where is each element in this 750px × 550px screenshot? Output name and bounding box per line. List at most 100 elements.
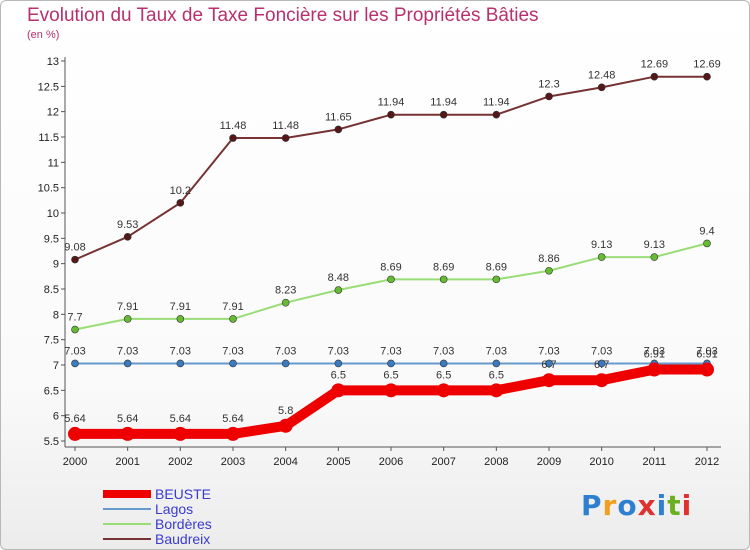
y-tick-label: 8 xyxy=(53,309,59,321)
logo-letter: r xyxy=(602,489,618,522)
y-tick-label: 7.5 xyxy=(44,335,59,347)
data-label: 11.48 xyxy=(220,120,247,132)
x-tick-label: 2007 xyxy=(431,456,455,468)
y-tick-label: 9 xyxy=(53,259,59,271)
y-tick-label: 6 xyxy=(53,411,59,423)
data-point xyxy=(334,125,343,134)
data-label: 12.69 xyxy=(693,59,721,71)
legend-label: Baudreix xyxy=(155,531,210,547)
data-point xyxy=(176,359,185,368)
data-label: 7.03 xyxy=(380,345,401,357)
data-label: 5.64 xyxy=(222,413,243,425)
data-label: 7.91 xyxy=(170,301,191,313)
x-tick-label: 2012 xyxy=(695,456,719,468)
data-label: 8.69 xyxy=(433,261,454,273)
data-point xyxy=(334,286,343,294)
proxiti-logo: Proxiti xyxy=(581,489,692,522)
data-label: 5.8 xyxy=(278,405,293,417)
data-point xyxy=(120,426,135,441)
data-label: 9.08 xyxy=(64,242,85,254)
data-point xyxy=(331,383,346,398)
data-label: 7.7 xyxy=(67,312,82,324)
data-point xyxy=(439,359,448,368)
data-label: 8.48 xyxy=(328,272,349,284)
data-label: 7.03 xyxy=(170,345,191,357)
data-point xyxy=(597,359,606,368)
data-label: 6.5 xyxy=(436,369,451,381)
data-label: 7.03 xyxy=(275,345,296,357)
data-point xyxy=(281,298,290,307)
data-point xyxy=(68,426,82,441)
data-point xyxy=(123,315,132,323)
data-point xyxy=(650,253,659,261)
data-point xyxy=(436,383,451,398)
legend-label: Lagos xyxy=(155,501,193,517)
legend-label: BEUSTE xyxy=(155,486,211,502)
logo-letter: i xyxy=(681,489,693,522)
data-point xyxy=(545,359,553,368)
data-point xyxy=(703,72,711,81)
data-label: 6.5 xyxy=(331,369,346,381)
data-label: 6.91 xyxy=(644,349,665,361)
data-label: 6.7 xyxy=(541,359,556,371)
logo-letter: o xyxy=(617,489,638,522)
x-tick-label: 2004 xyxy=(273,456,297,468)
data-point xyxy=(281,134,290,142)
data-label: 8.69 xyxy=(380,261,401,273)
chart-subtitle: (en %) xyxy=(27,29,60,41)
y-tick-label: 5.5 xyxy=(44,436,59,448)
series-line-bordères xyxy=(74,242,708,331)
data-point xyxy=(229,134,237,142)
data-point xyxy=(650,72,659,81)
data-label: 6.91 xyxy=(696,349,717,361)
data-label: 12.48 xyxy=(588,69,616,81)
logo-letter: i xyxy=(656,489,668,522)
y-tick-label: 8.5 xyxy=(44,284,59,296)
data-point xyxy=(542,373,556,388)
data-label: 8.23 xyxy=(275,285,296,297)
data-point xyxy=(387,359,395,368)
data-label: 12.69 xyxy=(641,59,669,71)
data-label: 7.03 xyxy=(64,345,85,357)
data-point xyxy=(492,110,501,119)
logo-letter: P xyxy=(581,489,603,522)
data-label: 11.65 xyxy=(325,111,352,123)
data-point xyxy=(123,359,132,368)
data-point xyxy=(281,359,290,368)
data-label: 9.13 xyxy=(644,239,665,251)
data-label: 9.53 xyxy=(117,219,138,231)
data-point xyxy=(492,275,501,284)
data-point xyxy=(545,266,553,275)
x-tick-label: 2010 xyxy=(589,456,613,468)
y-tick-label: 10 xyxy=(47,208,59,220)
data-label: 7.03 xyxy=(591,345,612,357)
data-point xyxy=(439,275,448,284)
x-tick-label: 2008 xyxy=(484,456,508,468)
data-point xyxy=(176,199,185,207)
data-point xyxy=(278,418,293,433)
data-label: 7.91 xyxy=(117,301,138,313)
y-tick-label: 11.5 xyxy=(38,132,59,144)
y-tick-label: 9.5 xyxy=(44,233,59,245)
data-label: 11.48 xyxy=(272,120,299,132)
data-point xyxy=(700,362,714,377)
x-tick-label: 2002 xyxy=(168,456,192,468)
data-label: 7.03 xyxy=(222,345,243,357)
data-label: 7.03 xyxy=(433,345,454,357)
data-label: 10.2 xyxy=(170,185,191,197)
data-label: 7.03 xyxy=(538,345,559,357)
series-lines xyxy=(68,72,714,441)
data-label: 7.03 xyxy=(328,345,349,357)
data-point xyxy=(545,92,553,101)
data-point xyxy=(71,359,79,368)
data-point xyxy=(647,362,662,377)
data-label: 9.4 xyxy=(699,225,714,237)
data-point xyxy=(387,275,395,284)
data-point xyxy=(71,325,79,334)
data-label: 12.3 xyxy=(538,78,559,90)
y-tick-label: 13 xyxy=(47,56,59,68)
data-point xyxy=(439,110,448,119)
data-label: 11.94 xyxy=(430,97,457,109)
y-tick-label: 12.5 xyxy=(38,81,59,93)
data-point xyxy=(703,239,711,248)
